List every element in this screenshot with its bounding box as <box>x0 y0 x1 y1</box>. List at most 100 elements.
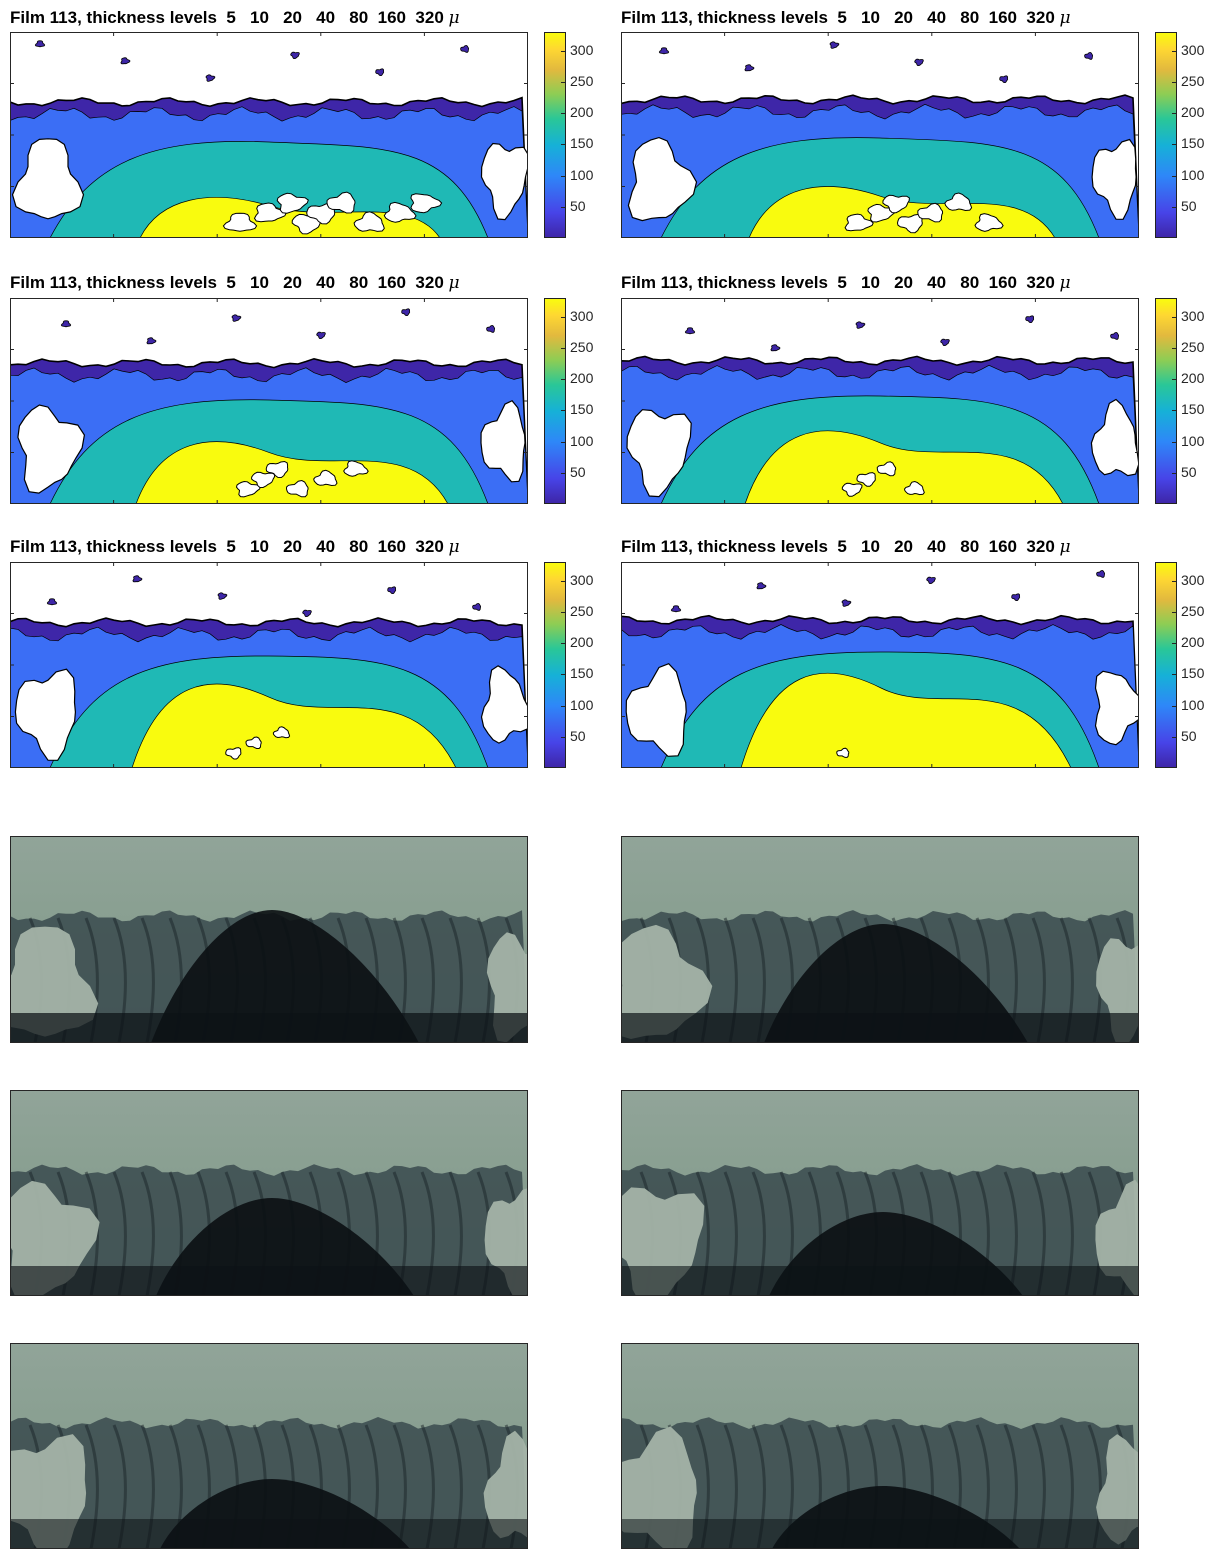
colorbar-tick-mark <box>1172 736 1176 738</box>
colorbar-tick-mark <box>561 674 565 676</box>
colorbar-tick-mark <box>1172 410 1176 412</box>
colorbar-tick-mark <box>561 206 565 208</box>
colorbar-tick-mark <box>1172 611 1176 613</box>
film-photo <box>10 1090 528 1296</box>
colorbar-tick-mark <box>1172 113 1176 115</box>
colorbar-tick-mark <box>561 50 565 52</box>
colorbar-tick-mark <box>1172 50 1176 52</box>
colorbar-tick-label: 250 <box>1181 338 1205 355</box>
colorbar-tick-label: 100 <box>1181 166 1205 183</box>
colorbar-tick-label: 50 <box>570 463 586 480</box>
colorbar-tick-label: 250 <box>570 602 594 619</box>
colorbar-tick-mark <box>1172 81 1176 83</box>
panel-title: Film 113, thickness levels 5 10 20 40 80… <box>621 273 1071 293</box>
panel-title: Film 113, thickness levels 5 10 20 40 80… <box>10 537 460 557</box>
colorbar-tick-mark <box>561 113 565 115</box>
colorbar-tick-mark <box>1172 674 1176 676</box>
colorbar-tick-label: 150 <box>570 665 594 682</box>
panel-title-text: Film 113, thickness levels 5 10 20 40 80… <box>621 273 1060 292</box>
colorbar-tick-label: 250 <box>1181 72 1205 89</box>
panel-title-text: Film 113, thickness levels 5 10 20 40 80… <box>10 273 449 292</box>
colorbar-tick-mark <box>1172 316 1176 318</box>
film-photo <box>621 836 1139 1043</box>
colorbar-tick-mark <box>561 81 565 83</box>
colorbar-tick-label: 50 <box>1181 727 1197 744</box>
colorbar-tick-mark <box>1172 643 1176 645</box>
colorbar-tick-label: 100 <box>1181 432 1205 449</box>
colorbar-tick-label: 300 <box>1181 307 1205 324</box>
colorbar <box>544 32 566 238</box>
colorbar-tick-mark <box>561 347 565 349</box>
colorbar-tick-label: 250 <box>570 338 594 355</box>
colorbar <box>544 562 566 768</box>
panel-title: Film 113, thickness levels 5 10 20 40 80… <box>10 8 460 28</box>
colorbar-tick-mark <box>561 316 565 318</box>
film-region <box>10 40 528 238</box>
colorbar-tick-label: 200 <box>570 634 594 651</box>
colorbar-tick-mark <box>561 379 565 381</box>
colorbar <box>544 298 566 504</box>
film-region <box>10 575 528 768</box>
film-region <box>621 315 1139 504</box>
colorbar-tick-mark <box>1172 705 1176 707</box>
panel-title-text: Film 113, thickness levels 5 10 20 40 80… <box>621 537 1060 556</box>
colorbar-tick-label: 200 <box>570 370 594 387</box>
colorbar-tick-mark <box>1172 472 1176 474</box>
colorbar-tick-mark <box>1172 144 1176 146</box>
panel-title-unit: μ <box>448 273 460 293</box>
colorbar-tick-mark <box>561 705 565 707</box>
panel-title: Film 113, thickness levels 5 10 20 40 80… <box>621 8 1071 28</box>
colorbar-tick-mark <box>1172 347 1176 349</box>
panel-title-text: Film 113, thickness levels 5 10 20 40 80… <box>621 8 1060 27</box>
panel-title-text: Film 113, thickness levels 5 10 20 40 80… <box>10 537 449 556</box>
colorbar-tick-mark <box>561 643 565 645</box>
colorbar <box>1155 298 1177 504</box>
film-region <box>621 569 1139 768</box>
colorbar-tick-label: 50 <box>1181 463 1197 480</box>
colorbar-tick-label: 100 <box>1181 696 1205 713</box>
colorbar-tick-label: 150 <box>1181 135 1205 152</box>
colorbar-tick-label: 100 <box>570 696 594 713</box>
panel-title-unit: μ <box>1059 273 1071 293</box>
panel-title-text: Film 113, thickness levels 5 10 20 40 80… <box>10 8 449 27</box>
colorbar-tick-mark <box>561 472 565 474</box>
colorbar-tick-mark <box>1172 441 1176 443</box>
panel-title: Film 113, thickness levels 5 10 20 40 80… <box>621 537 1071 557</box>
colorbar-tick-label: 150 <box>1181 665 1205 682</box>
colorbar-tick-label: 200 <box>1181 370 1205 387</box>
film-photo <box>10 1343 528 1549</box>
panel-title-unit: μ <box>448 537 460 557</box>
colorbar-tick-label: 100 <box>570 432 594 449</box>
colorbar-tick-mark <box>561 144 565 146</box>
colorbar <box>1155 32 1177 238</box>
film-photo <box>621 1090 1139 1296</box>
film-region <box>621 41 1139 238</box>
colorbar-tick-mark <box>1172 379 1176 381</box>
colorbar-tick-label: 100 <box>570 166 594 183</box>
colorbar-tick-mark <box>561 580 565 582</box>
colorbar-tick-label: 200 <box>1181 634 1205 651</box>
colorbar-tick-label: 300 <box>570 41 594 58</box>
colorbar-tick-label: 300 <box>1181 571 1205 588</box>
colorbar-tick-label: 200 <box>1181 104 1205 121</box>
colorbar <box>1155 562 1177 768</box>
contour-plot <box>621 298 1139 504</box>
colorbar-tick-mark <box>1172 580 1176 582</box>
contour-plot <box>10 298 528 504</box>
colorbar-tick-label: 300 <box>570 571 594 588</box>
colorbar-tick-mark <box>561 441 565 443</box>
colorbar-tick-label: 300 <box>570 307 594 324</box>
colorbar-tick-mark <box>1172 175 1176 177</box>
contour-plot <box>10 32 528 238</box>
contour-plot <box>10 562 528 768</box>
film-photo <box>10 836 528 1043</box>
panel-title: Film 113, thickness levels 5 10 20 40 80… <box>10 273 460 293</box>
film-region <box>10 308 528 504</box>
colorbar-tick-label: 150 <box>570 401 594 418</box>
colorbar-tick-label: 250 <box>570 72 594 89</box>
contour-plot <box>621 562 1139 768</box>
colorbar-tick-mark <box>561 410 565 412</box>
colorbar-tick-mark <box>561 736 565 738</box>
colorbar-tick-mark <box>561 175 565 177</box>
colorbar-tick-label: 50 <box>570 197 586 214</box>
